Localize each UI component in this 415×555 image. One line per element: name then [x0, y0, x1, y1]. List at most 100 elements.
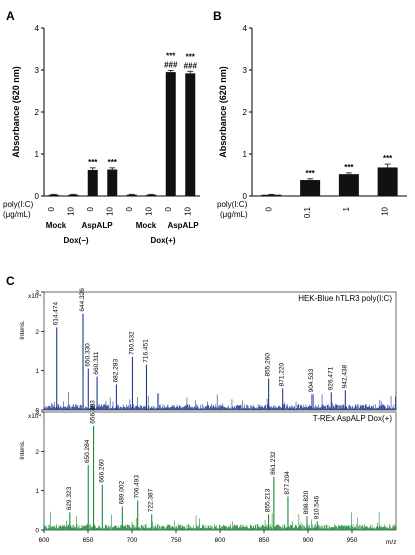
- panel-a-category-label: 0: [164, 206, 173, 211]
- panel-c-top-peak-label: 650.330: [84, 343, 91, 367]
- panel-b-significance-label: ***: [383, 154, 393, 163]
- panel-c-top-y-title: Intens.: [19, 320, 26, 340]
- panel-c-bottom-peak-label: 898.820: [303, 490, 310, 514]
- panel-c-top-title: HEK-Blue hTLR3 poly(I:C): [298, 294, 392, 303]
- panel-a-condition-label-1: Dox(−): [63, 236, 88, 245]
- panel-c-x-tick-label: 850: [259, 537, 270, 544]
- panel-label-b: B: [213, 9, 222, 23]
- panel-c-x-axis-title: m/z: [386, 539, 396, 546]
- panel-a-group-label-2: AspALP: [81, 221, 113, 230]
- panel-c-bottom-y-tick-label: 2: [35, 449, 39, 456]
- panel-a-group-label-1: Mock: [46, 221, 67, 230]
- panel-c-bottom-y-tick-label: 1: [35, 488, 39, 495]
- panel-a-category-label: 0: [86, 206, 95, 211]
- panel-c-bottom-peak-label: 877.204: [284, 471, 291, 495]
- panel-c-bottom-title: T-REx AspALP Dox(+): [313, 414, 393, 423]
- panel-c-x-tick-label: 650: [83, 537, 94, 544]
- panel-c-top-peak-label: 855.260: [265, 353, 272, 377]
- panel-c-bottom-peak-label: 629.323: [66, 486, 73, 510]
- panel-label-a: A: [6, 9, 15, 23]
- panel-c-bottom-peak-label: 689.002: [118, 481, 125, 505]
- panel-a-bar: [48, 194, 59, 196]
- panel-c-top-peak-label: 716.451: [142, 339, 149, 363]
- panel-b-category-label: 1: [342, 206, 351, 211]
- panel-c-top-y-tick-label: 1: [35, 368, 39, 375]
- panel-a-bar: [185, 73, 196, 196]
- panel-c-top-peak-label: 942.438: [341, 364, 348, 388]
- panel-c-bottom-y-title: Intens.: [19, 440, 26, 460]
- panel-c-bottom-peak-label: 656.303: [90, 400, 97, 424]
- panel-a-category-label: 0: [125, 206, 134, 211]
- panel-b-bar: [377, 167, 398, 196]
- panel-c-top-peak-label: 660.311: [93, 351, 100, 374]
- panel-c-x-tick-label: 950: [347, 537, 358, 544]
- panel-b-category-label: 0.1: [303, 206, 312, 218]
- panel-a-significance-label: ***: [88, 158, 98, 167]
- panel-c-bottom-y-scale: x10⁴: [28, 413, 41, 420]
- panel-a-y-tick-label: 0: [35, 192, 40, 201]
- panel-c-top-peak-label: 700.532: [128, 331, 135, 355]
- panel-c-x-tick-label: 700: [127, 537, 138, 544]
- panel-a-bar: [146, 194, 157, 196]
- panel-a-category-label: 10: [144, 206, 153, 215]
- panel-a-y-tick-label: 1: [35, 150, 40, 159]
- panel-label-c: C: [6, 274, 15, 288]
- panel-b-y-tick-label: 2: [243, 108, 248, 117]
- panel-b-y-tick-label: 1: [243, 150, 248, 159]
- panel-a-bar: [87, 169, 98, 196]
- panel-c-bottom-frame: [43, 411, 397, 531]
- panel-a-significance-label: ***: [166, 51, 176, 60]
- panel-c-bottom-peak-label: 855.213: [265, 488, 272, 512]
- panel-a-significance-label: ***: [108, 158, 118, 167]
- panel-c-x-tick-label: 800: [215, 537, 226, 544]
- panel-b-significance-label: ***: [305, 169, 315, 178]
- panel-a-row-label-2: (μg/mL): [3, 210, 31, 219]
- panel-a-category-label: 10: [66, 206, 75, 215]
- panel-a-bar: [68, 194, 79, 196]
- panel-c-plot: 0 1 2 3 614.474 644.326 650.330 660.311 682.283 7…: [35, 288, 397, 544]
- panel-c-x-tick-label: 900: [303, 537, 314, 544]
- panel-b-y-tick-label: 4: [243, 24, 248, 33]
- panel-c-top-y-scale: x10⁴: [28, 293, 41, 300]
- panel-b-y-axis-title: Absorbance (620 nm): [218, 66, 228, 158]
- panel-c-top-peak-label: 871.220: [279, 362, 286, 386]
- panel-c-top-peak-label: 926.471: [327, 366, 334, 390]
- panel-b-y-tick-label: 3: [243, 66, 248, 75]
- panel-a-group-label-3: Mock: [136, 221, 157, 230]
- panel-c-top-peak-label: 644.326: [79, 288, 86, 312]
- panel-b-row-label-2: (μg/mL): [220, 210, 248, 219]
- panel-b-bar: [300, 180, 321, 196]
- panel-a-bar: [165, 72, 176, 196]
- panel-a-y-tick-label: 2: [35, 108, 40, 117]
- panel-c-bottom-peak-label: 666.260: [98, 459, 105, 483]
- panel-a-group-label-4: AspALP: [167, 221, 199, 230]
- panel-c-top-y-tick-label: 3: [35, 290, 39, 297]
- panel-a-significance-label: ###: [164, 60, 178, 69]
- panel-c-bottom-peak-label: 650.284: [84, 439, 91, 463]
- panel-b-category-label: 0: [264, 206, 273, 211]
- panel-b-category-label: 10: [381, 206, 390, 215]
- panel-b-significance-label: ***: [344, 163, 354, 172]
- panel-c-bottom-peak-label: 722.387: [148, 488, 155, 512]
- panel-b-plot: 0 1 2 3 4 0 *** 0.1 *** 1 *** 10: [243, 24, 407, 218]
- panel-a-category-label: 10: [183, 206, 192, 215]
- panel-a-significance-label: ***: [186, 52, 196, 61]
- panel-c-top-peak-label: 682.283: [112, 359, 119, 383]
- panel-c-bottom-peak-label: 706.493: [134, 475, 141, 499]
- panel-c-bottom-baseline-noise: [43, 511, 397, 530]
- panel-c-top-peak-label: 614.474: [53, 302, 60, 326]
- panel-b-row-label-1: poly(I:C): [217, 200, 248, 209]
- panel-c-bottom-peak-label: 910.546: [313, 495, 320, 519]
- panel-a-category-label: 10: [105, 206, 114, 215]
- panel-a-y-axis-title: Absorbance (620 nm): [11, 66, 21, 158]
- panel-a-condition-label-2: Dox(+): [150, 236, 175, 245]
- panel-a-y-tick-label: 4: [35, 24, 40, 33]
- panel-a-significance-label: ###: [184, 61, 198, 70]
- panel-c-top-y-tick-label: 2: [35, 329, 39, 336]
- panel-c-bottom-peak-label: 861.232: [270, 451, 277, 475]
- panel-a-y-tick-label: 3: [35, 66, 40, 75]
- panel-b-y-tick-label: 0: [243, 192, 248, 201]
- panel-b-bar: [261, 194, 282, 196]
- panel-c-x-tick-label: 750: [171, 537, 182, 544]
